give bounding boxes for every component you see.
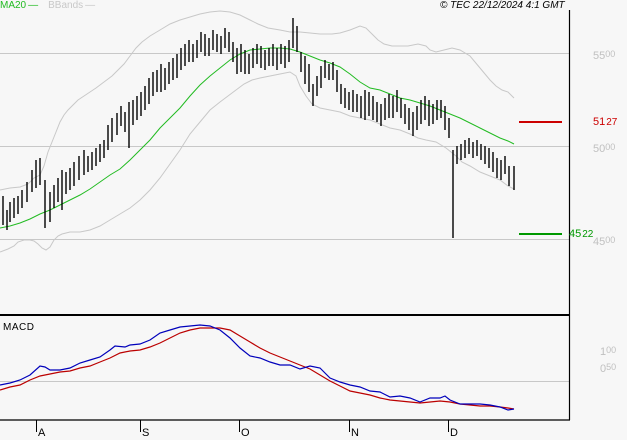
- price-axis-label-4500: 4500: [593, 235, 616, 248]
- month-ticks: [36, 420, 449, 432]
- month-label-nov: N: [351, 427, 359, 439]
- month-label-oct: O: [241, 427, 250, 439]
- support-level-label: 4522: [569, 228, 594, 240]
- ma20-line: [0, 47, 515, 229]
- macd-axis-label-1: 100: [600, 345, 617, 358]
- macd-line: [0, 324, 515, 411]
- month-label-dec: D: [450, 427, 458, 439]
- copyright-timestamp: © TEC 22/12/2024 4:1 GMT: [440, 0, 565, 11]
- price-axis-label-5500: 5500: [593, 49, 616, 62]
- legend-ma20: MA20—: [0, 0, 39, 11]
- bollinger-bands: [0, 10, 515, 253]
- macd-title: MACD: [3, 322, 35, 333]
- macd-signal-line: [0, 327, 515, 410]
- price-axis-label-5000: 5000: [593, 142, 616, 155]
- price-bars: [2, 18, 515, 238]
- chart-legend: MA20— BBands —: [0, 0, 95, 12]
- macd-axis-label-0-5: 050: [600, 362, 617, 375]
- month-label-sep: S: [142, 427, 150, 439]
- legend-bbands: BBands —: [48, 0, 96, 11]
- price-gridlines: [0, 53, 569, 240]
- month-label-aug: A: [38, 427, 46, 439]
- resistance-level-label: 5127: [593, 116, 618, 128]
